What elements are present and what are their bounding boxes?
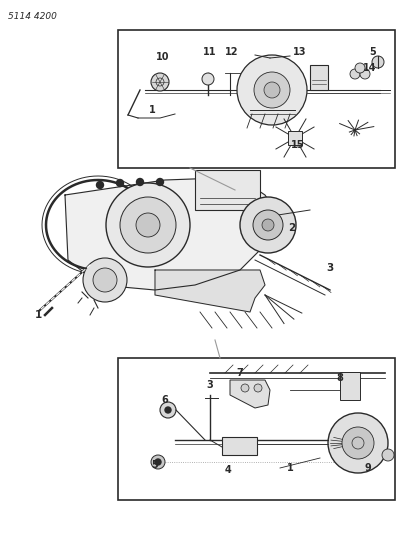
Bar — [222, 437, 257, 455]
Text: 1: 1 — [149, 105, 155, 115]
Polygon shape — [230, 380, 270, 408]
Text: 10: 10 — [156, 52, 170, 62]
Text: 15: 15 — [291, 140, 305, 150]
Circle shape — [202, 73, 214, 85]
Circle shape — [262, 219, 274, 231]
Circle shape — [93, 268, 117, 292]
Circle shape — [237, 55, 307, 125]
Circle shape — [155, 459, 161, 465]
Text: 9: 9 — [365, 463, 371, 473]
Circle shape — [151, 455, 165, 469]
Bar — [195, 170, 260, 210]
Circle shape — [120, 197, 176, 253]
Circle shape — [136, 213, 160, 237]
Circle shape — [254, 384, 262, 392]
Text: 12: 12 — [225, 47, 239, 57]
Text: 5114 4200: 5114 4200 — [8, 12, 57, 21]
Circle shape — [160, 402, 176, 418]
Text: 5: 5 — [370, 47, 376, 57]
Circle shape — [240, 197, 296, 253]
Circle shape — [253, 210, 283, 240]
Circle shape — [254, 72, 290, 108]
Text: 11: 11 — [203, 47, 217, 57]
Text: 1: 1 — [287, 463, 293, 473]
Bar — [340, 372, 360, 400]
Text: 3: 3 — [326, 263, 334, 273]
Bar — [288, 131, 302, 145]
Circle shape — [241, 384, 249, 392]
Text: 7: 7 — [237, 368, 244, 378]
Text: 14: 14 — [363, 63, 377, 73]
Text: 1: 1 — [34, 310, 42, 320]
Polygon shape — [65, 178, 275, 290]
Circle shape — [106, 183, 190, 267]
Bar — [118, 30, 395, 168]
Circle shape — [137, 179, 144, 185]
Circle shape — [157, 179, 164, 185]
Circle shape — [97, 182, 104, 189]
Text: 4: 4 — [225, 465, 231, 475]
Text: 13: 13 — [293, 47, 307, 57]
Bar — [118, 358, 395, 500]
Circle shape — [264, 82, 280, 98]
Text: 5: 5 — [152, 460, 158, 470]
Circle shape — [355, 63, 365, 73]
Circle shape — [372, 56, 384, 68]
Text: 2: 2 — [288, 223, 296, 233]
Circle shape — [360, 69, 370, 79]
Circle shape — [151, 73, 169, 91]
Text: 8: 8 — [337, 373, 344, 383]
Text: 6: 6 — [162, 395, 169, 405]
Circle shape — [342, 427, 374, 459]
Circle shape — [83, 258, 127, 302]
Circle shape — [382, 449, 394, 461]
Bar — [310, 65, 328, 90]
Polygon shape — [155, 270, 265, 312]
Text: 3: 3 — [206, 380, 213, 390]
Circle shape — [117, 180, 124, 187]
Circle shape — [165, 407, 171, 413]
Circle shape — [328, 413, 388, 473]
Circle shape — [350, 69, 360, 79]
